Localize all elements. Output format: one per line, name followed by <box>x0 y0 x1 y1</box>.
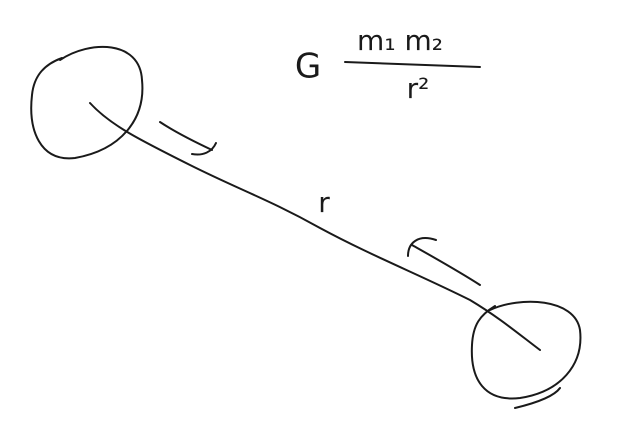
mass-left <box>30 45 144 160</box>
fraction-bar <box>344 61 481 68</box>
force-arrow-left <box>159 121 217 156</box>
numerator: m₁ m₂ <box>357 24 443 57</box>
distance-label: r <box>318 186 330 219</box>
distance-line <box>89 102 541 351</box>
gravity-constant: G <box>295 47 321 87</box>
mass-right <box>470 300 582 409</box>
denominator: r² <box>407 72 430 105</box>
force-arrow-right <box>407 237 481 286</box>
